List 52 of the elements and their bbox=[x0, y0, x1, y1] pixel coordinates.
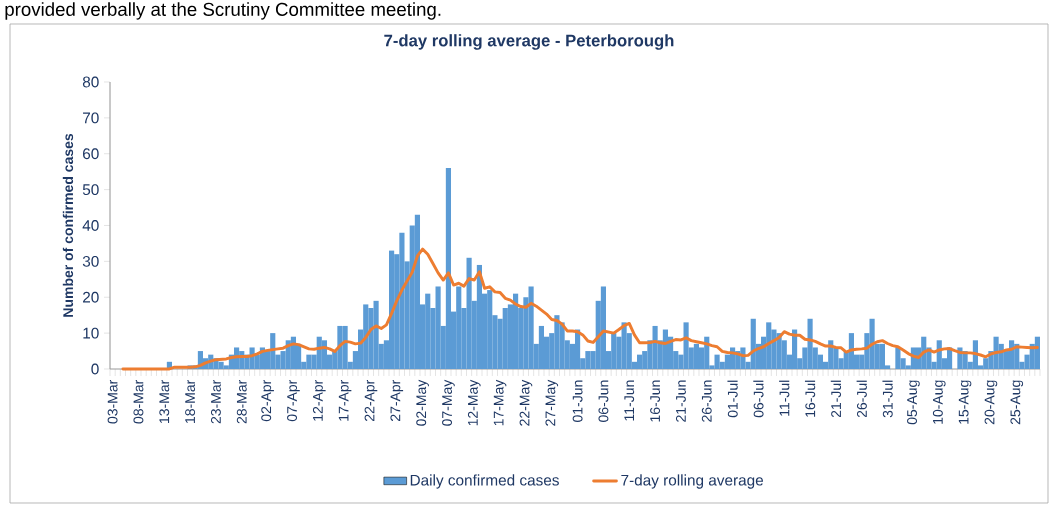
y-axis-title: Number of confirmed cases bbox=[62, 133, 74, 317]
x-tick-label: 20-Aug bbox=[984, 380, 998, 425]
x-tick-label: 25-Aug bbox=[1010, 380, 1024, 425]
x-tick-label: 02-May bbox=[416, 379, 429, 426]
legend-label: 7-day rolling average bbox=[621, 474, 764, 489]
x-tick-label: 27-Apr bbox=[390, 379, 404, 422]
x-tick-label: 06-Jul bbox=[753, 380, 764, 418]
x-tick-label: 28-Mar bbox=[236, 379, 247, 424]
x-tick-label: 08-Mar bbox=[133, 379, 144, 424]
x-tick-label: 06-Jun bbox=[598, 380, 609, 422]
bar bbox=[414, 214, 421, 369]
x-tick-label: 17-May bbox=[493, 379, 507, 426]
x-tick-label: 16-Jul bbox=[804, 380, 816, 417]
x-tick-label: 17-Apr bbox=[338, 379, 352, 421]
x-tick-label: 22-Apr bbox=[364, 379, 378, 422]
legend-label: Daily confirmed cases bbox=[410, 474, 559, 489]
y-tick-label: 30 bbox=[82, 255, 99, 267]
x-tick-label: 11-Jun bbox=[624, 380, 635, 421]
x-tick-label: 03-Mar bbox=[107, 379, 118, 424]
x-tick-label: 31-Jul bbox=[882, 380, 893, 418]
x-tick-label: 16-Jun bbox=[650, 380, 661, 422]
x-tick-label: 11-Jul bbox=[779, 380, 790, 416]
x-tick-label: 12-Apr bbox=[312, 379, 326, 421]
text: provided verbally at the Scrutiny Committee meeting. bbox=[5, 2, 441, 20]
y-tick-label: 50 bbox=[82, 184, 99, 196]
x-tick-label: 21-Jun bbox=[675, 380, 686, 422]
x-tick-label: 12-May bbox=[467, 379, 481, 426]
x-tick-label: 13-Mar bbox=[159, 379, 170, 423]
y-tick-label: 60 bbox=[83, 148, 99, 160]
x-tick-label: 26-Jul bbox=[856, 380, 867, 418]
x-tick-label: 23-Mar bbox=[210, 379, 221, 424]
x-tick-label: 05-Aug bbox=[907, 380, 920, 425]
y-tick-label: 70 bbox=[83, 112, 99, 124]
y-tick-label: 0 bbox=[91, 363, 99, 375]
bar bbox=[445, 168, 452, 369]
y-tick-label: 20 bbox=[83, 291, 99, 303]
y-tick-label: 40 bbox=[82, 220, 99, 231]
x-tick-label: 07-Apr bbox=[287, 379, 300, 422]
x-tick-label: 18-Mar bbox=[185, 379, 196, 423]
y-tick-label: 10 bbox=[83, 327, 99, 339]
x-tick-label: 10-Aug bbox=[932, 380, 946, 424]
x-tick-label: 01-Jun bbox=[572, 380, 583, 422]
x-tick-label: 21-Jul bbox=[830, 380, 842, 418]
chart-title: 7-day rolling average - Peterborough bbox=[384, 34, 674, 50]
x-tick-label: 07-May bbox=[442, 379, 455, 426]
x-tick-label: 15-Aug bbox=[958, 380, 972, 424]
x-tick-label: 01-Jul bbox=[727, 380, 738, 418]
x-tick-label: 27-May bbox=[545, 379, 559, 426]
x-tick-label: 26-Jun bbox=[701, 380, 712, 422]
y-tick-label: 80 bbox=[82, 76, 99, 88]
x-tick-label: 02-Apr bbox=[261, 379, 274, 422]
x-tick-label: 22-May bbox=[519, 379, 533, 426]
